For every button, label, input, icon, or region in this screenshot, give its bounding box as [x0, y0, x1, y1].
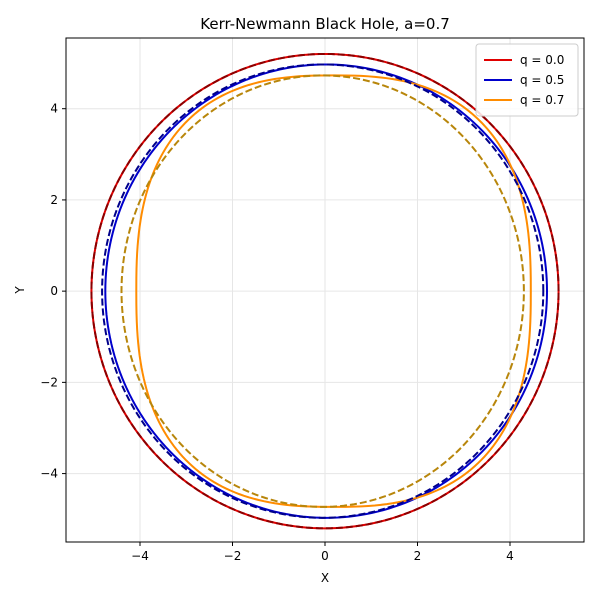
series-curve-4-dashed	[90, 52, 560, 530]
plot-curves	[90, 52, 560, 530]
series-curve-2	[104, 63, 549, 519]
x-axis-label: X	[321, 571, 329, 585]
y-tick-label: 2	[50, 193, 58, 207]
legend-label: q = 0.7	[520, 93, 564, 107]
x-tick-label: −2	[224, 549, 242, 563]
y-tick-label: −4	[40, 467, 58, 481]
x-tick-label: 4	[506, 549, 514, 563]
series-curve-5-dashed	[101, 63, 545, 519]
legend-box	[475, 43, 579, 117]
chart-title: Kerr-Newmann Black Hole, a=0.7	[200, 15, 450, 33]
legend: q = 0.0 q = 0.5 q = 0.7	[475, 43, 579, 117]
y-axis-label: Y	[13, 286, 27, 295]
legend-label: q = 0.0	[520, 53, 564, 67]
series-curve-3	[135, 74, 532, 508]
x-tick-label: −4	[131, 549, 149, 563]
x-tick-label: 0	[321, 549, 329, 563]
y-tick-label: 0	[50, 284, 58, 298]
axis-ticks: −4 −2 0 2 4 −4 −2 0 2 4	[40, 102, 514, 563]
legend-label: q = 0.5	[520, 73, 564, 87]
y-tick-label: 4	[50, 102, 58, 116]
series-curve-6-dashed	[120, 74, 525, 508]
x-tick-label: 2	[414, 549, 422, 563]
y-tick-label: −2	[40, 375, 58, 389]
